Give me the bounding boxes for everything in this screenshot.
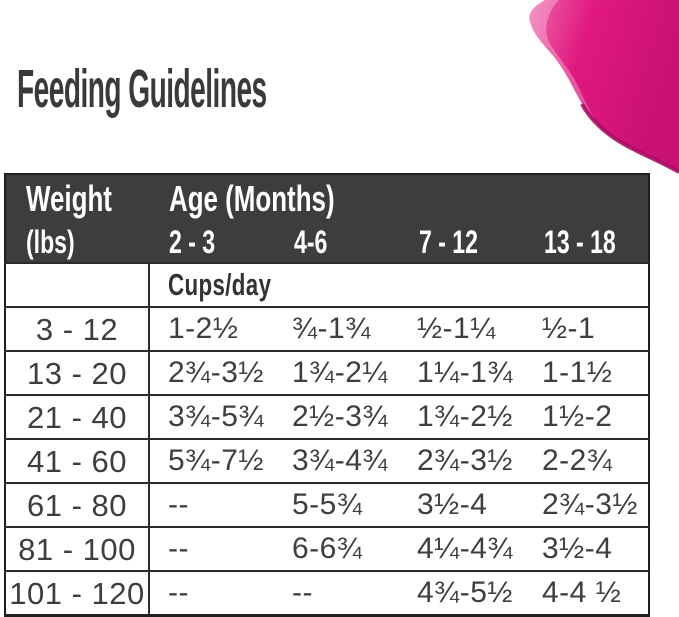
value-cell: 2-2¾ [524, 438, 650, 483]
units-row: Cups/day [5, 262, 650, 307]
value-cell: 4-4 ½ [524, 570, 650, 616]
table-row: 3 - 12 1-2½ ¾-1¾ ½-1¼ ½-1 [5, 306, 650, 351]
value-cell: 1½-2 [524, 394, 650, 439]
units-label: Cups/day [168, 267, 272, 302]
value-cell: 2¾-3½ [399, 438, 524, 483]
table-row: 41 - 60 5¾-7½ 3¾-4¾ 2¾-3½ 2-2¾ [5, 438, 650, 483]
value-cell: 1¾-2½ [399, 394, 524, 439]
weight-header-label: Weight [26, 178, 112, 219]
weight-cell: 81 - 100 [5, 526, 150, 571]
swoosh-dark-edge [580, 103, 679, 174]
age-column-header: 4-6 [274, 222, 399, 263]
age-column-label: 4-6 [294, 223, 328, 260]
value-cell: -- [149, 570, 274, 616]
weight-cell: 21 - 40 [5, 394, 150, 439]
value-cell: 2½-3¾ [274, 394, 399, 439]
header-main-row: Weight Age (Months) [5, 174, 650, 222]
age-header-label: Age (Months) [169, 178, 335, 219]
table-row: 21 - 40 3¾-5¾ 2½-3¾ 1¾-2½ 1½-2 [5, 394, 650, 439]
weight-cell: 61 - 80 [5, 482, 150, 527]
value-cell: 1¼-1¾ [399, 350, 524, 395]
value-cell: ¾-1¾ [274, 306, 399, 351]
value-cell: 3½-4 [524, 526, 650, 571]
age-columns-row: (lbs) 2 - 3 4-6 7 - 12 13 - 18 [5, 222, 650, 263]
age-column-header: 7 - 12 [399, 222, 524, 263]
weight-cell: 41 - 60 [5, 438, 150, 483]
value-cell: 1¾-2¼ [274, 350, 399, 395]
units-label-cell: Cups/day [149, 262, 650, 307]
value-cell: 3¾-5¾ [149, 394, 274, 439]
value-cell: 6-6¾ [274, 526, 399, 571]
units-empty-cell [5, 262, 150, 307]
value-cell: 1-2½ [149, 306, 274, 351]
swoosh-highlight [529, 0, 601, 128]
corner-swoosh-graphic [529, 0, 679, 174]
age-column-header: 13 - 18 [524, 222, 650, 263]
page-title: Feeding Guidelines [17, 59, 267, 119]
value-cell: 5¾-7½ [149, 438, 274, 483]
weight-header-cell: Weight [5, 174, 149, 222]
weight-cell: 13 - 20 [5, 350, 150, 395]
page: { "page": { "title": "Feeding Guidelines… [4, 0, 679, 617]
table-row: 13 - 20 2¾-3½ 1¾-2¼ 1¼-1¾ 1-1½ [5, 350, 650, 395]
value-cell: 2¾-3½ [524, 482, 650, 527]
age-column-label: 7 - 12 [419, 223, 478, 260]
feeding-guidelines-table: Weight Age (Months) (lbs) 2 - 3 4-6 7 - 12… [4, 173, 651, 617]
value-cell: 4¼-4¾ [399, 526, 524, 571]
value-cell: 1-1½ [524, 350, 650, 395]
value-cell: 3¾-4¾ [274, 438, 399, 483]
table-row: 81 - 100 -- 6-6¾ 4¼-4¾ 3½-4 [5, 526, 650, 571]
value-cell: -- [149, 526, 274, 571]
value-cell: 5-5¾ [274, 482, 399, 527]
age-column-label: 2 - 3 [169, 223, 216, 260]
age-column-label: 13 - 18 [544, 223, 616, 260]
table-row: 61 - 80 -- 5-5¾ 3½-4 2¾-3½ [5, 482, 650, 527]
weight-units-header-cell: (lbs) [5, 222, 149, 263]
value-cell: ½-1 [524, 306, 650, 351]
value-cell: 2¾-3½ [149, 350, 274, 395]
weight-units-label: (lbs) [26, 223, 75, 260]
table-row: 101 - 120 -- -- 4¾-5½ 4-4 ½ [5, 570, 650, 616]
age-header-cell: Age (Months) [149, 174, 650, 222]
weight-cell: 3 - 12 [5, 306, 150, 351]
swoosh-main-shape [529, 0, 679, 172]
age-column-header: 2 - 3 [149, 222, 274, 263]
table-header: Weight Age (Months) (lbs) 2 - 3 4-6 7 - 12… [5, 174, 650, 263]
table-body: Cups/day 3 - 12 1-2½ ¾-1¾ ½-1¼ ½-1 13 - 20 2¾-… [5, 262, 650, 616]
value-cell: 4¾-5½ [399, 570, 524, 616]
value-cell: -- [149, 482, 274, 527]
value-cell: 3½-4 [399, 482, 524, 527]
weight-cell: 101 - 120 [5, 570, 150, 616]
value-cell: ½-1¼ [399, 306, 524, 351]
value-cell: -- [274, 570, 399, 616]
